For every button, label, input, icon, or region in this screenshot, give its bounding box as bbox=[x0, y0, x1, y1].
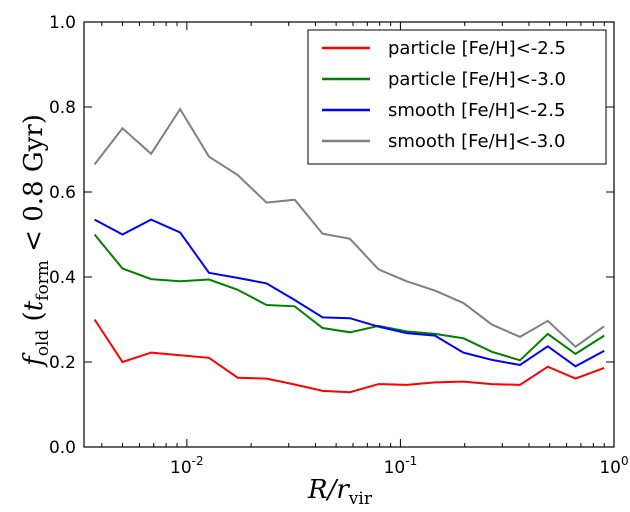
x-tick-label-base: 10 bbox=[384, 458, 406, 478]
legend-label-2: smooth [Fe/H]<-2.5 bbox=[388, 100, 565, 121]
y-axis-label-open: ( bbox=[19, 311, 49, 329]
series-line-3 bbox=[93, 107, 605, 348]
y-tick-label: 0.8 bbox=[49, 98, 76, 118]
y-tick-label: 0.6 bbox=[49, 183, 76, 203]
y-tick-label: 0.4 bbox=[49, 268, 76, 288]
x-axis-label-sub: vir bbox=[348, 489, 373, 509]
x-tick-label-base: 10 bbox=[170, 458, 192, 478]
series-line-0 bbox=[93, 318, 605, 394]
x-tick-label-exp: -1 bbox=[405, 454, 417, 468]
y-tick-label: 0.0 bbox=[49, 438, 76, 458]
x-tick-label: 10-1 bbox=[384, 454, 418, 478]
y-axis-label-old: old bbox=[33, 330, 53, 357]
x-tick-label-base: 10 bbox=[599, 458, 621, 478]
x-tick-label-exp: 0 bbox=[621, 454, 629, 468]
legend-label-3: smooth [Fe/H]<-3.0 bbox=[388, 131, 565, 152]
y-axis-label-rest: < 0.8 Gyr) bbox=[19, 114, 49, 260]
y-axis-label: fold (tform < 0.8 Gyr) bbox=[19, 114, 53, 368]
y-axis-label-form: form bbox=[33, 260, 53, 301]
y-tick-label: 1.0 bbox=[49, 13, 76, 33]
x-tick-label-exp: -2 bbox=[192, 454, 204, 468]
legend: particle [Fe/H]<-2.5 particle [Fe/H]<-3.0… bbox=[307, 29, 607, 165]
legend-label-0: particle [Fe/H]<-2.5 bbox=[388, 38, 566, 59]
y-tick-label: 0.2 bbox=[49, 353, 76, 373]
x-tick-label: 10-2 bbox=[170, 454, 204, 478]
plot-frame bbox=[83, 21, 615, 448]
legend-label-1: particle [Fe/H]<-3.0 bbox=[388, 69, 566, 90]
y-axis-label-text: fold (tform < 0.8 Gyr) bbox=[19, 114, 53, 368]
series-line-2 bbox=[94, 218, 605, 368]
x-axis-label-r: R/r bbox=[307, 475, 350, 505]
series-layer bbox=[93, 107, 605, 394]
x-tick-label: 100 bbox=[599, 454, 628, 478]
tick-layer: 0.00.20.40.60.81.010-2 10-1 100 bbox=[49, 13, 629, 478]
series-line-1 bbox=[93, 233, 605, 362]
x-axis-label: R/rvir bbox=[307, 475, 373, 509]
y-axis-label-t: t bbox=[19, 300, 49, 311]
